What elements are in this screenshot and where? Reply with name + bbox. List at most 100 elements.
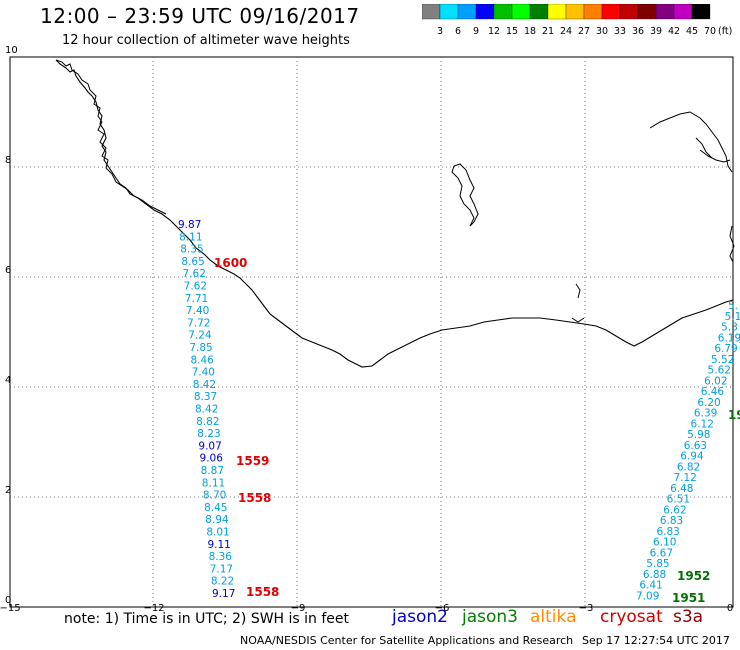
satellite-cryosat: cryosat <box>600 607 663 627</box>
legend-swatch <box>511 4 531 20</box>
wave-height-value: 6.79 <box>714 343 737 355</box>
wave-height-value: 6.20 <box>697 397 720 409</box>
wave-height-value: 8.70 <box>203 490 226 502</box>
legend-swatch <box>583 4 603 20</box>
wave-height-value: 7.85 <box>189 342 212 354</box>
time-label-1558b: 1558 <box>246 585 279 599</box>
wave-height-value: 6.51 <box>667 494 690 506</box>
wave-height-value: 6.41 <box>639 580 662 592</box>
wave-height-value: 6.63 <box>684 440 707 452</box>
wave-height-value: 8.35 <box>180 244 203 256</box>
wave-height-value: 6.19 <box>718 332 740 344</box>
legend-unit: (ft) <box>718 26 732 36</box>
wave-height-value: 5.85 <box>646 558 669 570</box>
wave-height-value: 7.72 <box>187 317 210 329</box>
wave-height-value: 8.94 <box>205 514 229 526</box>
legend-label: 3 <box>437 26 443 36</box>
wave-height-value: 6.83 <box>660 515 683 527</box>
legend-swatch <box>601 4 621 20</box>
wave-height-value: 5.98 <box>687 429 710 441</box>
satellite-jason2: jason2 <box>392 607 448 627</box>
wave-height-value: 8.23 <box>197 428 220 440</box>
wave-height-value: 8.11 <box>179 231 202 243</box>
legend-label: 45 <box>686 26 698 36</box>
legend-swatch <box>493 4 513 20</box>
wave-height-value: 6.88 <box>643 569 666 581</box>
x-tick-label: −15 <box>0 603 21 614</box>
wave-height-value: 8.45 <box>204 502 227 514</box>
credit-text: NOAA/NESDIS Center for Satellite Applica… <box>240 634 574 647</box>
wave-height-value: 8.36 <box>209 551 233 563</box>
wave-height-value: 7.12 <box>673 472 696 484</box>
wave-height-value: 6.10 <box>653 537 676 549</box>
river-small <box>571 283 585 323</box>
y-axis-ticks: 0 2 4 6 8 10 <box>5 45 18 606</box>
legend-label: 33 <box>614 26 626 36</box>
color-legend: 3 6 9 12 15 18 21 24 27 30 33 36 39 42 45 70 (ft) <box>422 4 732 36</box>
legend-swatch <box>655 4 675 20</box>
grid-lines <box>10 57 733 607</box>
time-label-1600: 1600 <box>214 256 247 270</box>
wave-height-value: 5.62 <box>708 365 731 377</box>
wave-height-value: 6.83 <box>656 526 679 538</box>
legend-swatch <box>422 4 441 20</box>
wave-height-value: 7.62 <box>183 268 206 280</box>
wave-height-value: 5.1 <box>725 311 740 323</box>
x-tick-label: 0 <box>727 603 733 614</box>
wave-height-value: 8.11 <box>202 477 225 489</box>
legend-swatch <box>457 4 477 20</box>
wave-height-value: 5.52 <box>711 354 734 366</box>
y-tick-label: 10 <box>5 45 18 56</box>
x-tick-label: −6 <box>435 603 450 614</box>
legend-swatch <box>619 4 639 20</box>
legend-label: 18 <box>524 26 536 36</box>
legend-label: 70 <box>704 26 716 36</box>
legend-label: 30 <box>596 26 608 36</box>
legend-label: 27 <box>578 26 590 36</box>
wave-height-value: 7.24 <box>188 330 212 342</box>
wave-height-value: 6.12 <box>691 418 714 430</box>
time-label-1559: 1559 <box>236 454 269 468</box>
timestamp-text: Sep 17 12:27:54 UTC 2017 <box>582 634 730 647</box>
track-east-values: 5.5.15.36.196.795.525.626.026.466.206.39… <box>636 300 740 602</box>
plot-frame <box>9 56 734 608</box>
wave-height-value: 6.62 <box>663 504 686 516</box>
legend-label: 42 <box>668 26 680 36</box>
wave-height-value: 8.65 <box>181 256 204 268</box>
legend-swatch <box>691 4 711 20</box>
legend-label: 24 <box>560 26 572 36</box>
wave-height-value: 6.48 <box>670 483 693 495</box>
wave-height-value: 7.09 <box>636 590 659 602</box>
coastline-west-africa <box>55 59 734 368</box>
wave-height-value: 9.07 <box>198 440 221 452</box>
legend-swatch <box>475 4 495 20</box>
legend-label: 15 <box>506 26 518 36</box>
wave-height-value: 8.46 <box>190 354 214 366</box>
x-tick-label: −9 <box>291 603 306 614</box>
wave-height-value: 8.87 <box>201 465 224 477</box>
wave-height-value: 6.67 <box>650 547 673 559</box>
x-tick-label: −3 <box>579 603 594 614</box>
legend-swatch <box>565 4 585 20</box>
wave-height-value: 8.01 <box>206 527 229 539</box>
wave-height-value: 7.17 <box>210 563 233 575</box>
wave-height-value: 8.42 <box>193 379 216 391</box>
y-tick-label: 6 <box>5 265 11 276</box>
wave-height-value: 6.82 <box>677 461 700 473</box>
time-label-1558a: 1558 <box>238 491 271 505</box>
legend-label: 9 <box>473 26 479 36</box>
wave-height-value: 7.71 <box>185 293 208 305</box>
legend-swatch <box>547 4 567 20</box>
legend-label: 12 <box>488 26 500 36</box>
wave-height-value: 8.37 <box>194 391 217 403</box>
time-label-1952: 1952 <box>677 569 710 583</box>
wave-height-value: 8.82 <box>196 416 219 428</box>
legend-label: 36 <box>632 26 644 36</box>
wave-height-value: 8.22 <box>211 576 234 588</box>
legend-swatch <box>637 4 657 20</box>
wave-height-value: 6.39 <box>694 408 717 420</box>
legend-label: 39 <box>650 26 662 36</box>
wave-height-value: 6.94 <box>680 451 704 463</box>
satellite-altika: altika <box>530 607 577 627</box>
